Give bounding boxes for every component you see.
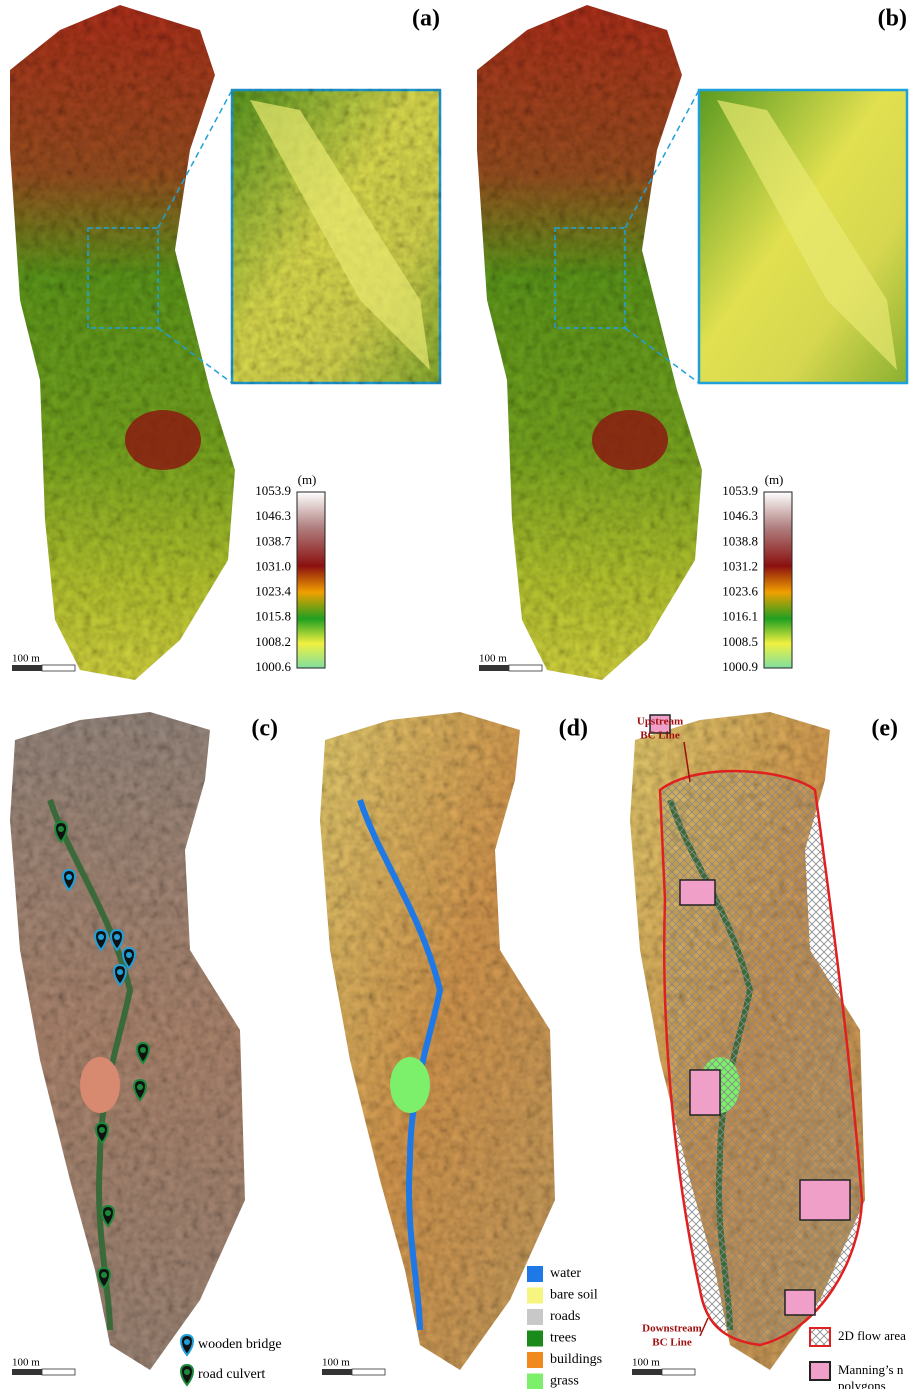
- colorbar-unit: (m): [298, 472, 317, 487]
- colorbar-tick-label: 1008.2: [255, 634, 291, 649]
- legend-label: polygons: [838, 1378, 886, 1389]
- map-panel: [10, 712, 245, 1370]
- panel-label: (a): [412, 6, 440, 32]
- colorbar-tick-label: 1015.8: [255, 609, 291, 624]
- scale-bar: [352, 1369, 385, 1375]
- colorbar-tick-label: 1000.9: [722, 659, 758, 674]
- legend-label: 2D flow area: [838, 1328, 906, 1343]
- dem-hill: [125, 410, 201, 470]
- marker-pin-dot: [184, 1339, 190, 1345]
- colorbar-tick-label: 1046.3: [722, 508, 758, 523]
- marker-pin: [181, 1365, 193, 1385]
- legend-label: buildings: [550, 1352, 602, 1367]
- colorbar-tick-label: 1023.6: [722, 584, 758, 599]
- marker-pin-dot: [114, 934, 120, 940]
- scale-bar: [509, 665, 542, 671]
- marker-pin-dot: [99, 1127, 105, 1133]
- colorbar-tick-label: 1031.0: [255, 558, 291, 573]
- manning-polygon: [800, 1180, 850, 1220]
- marker-pin-dot: [101, 1272, 107, 1278]
- bc-line-label: BC Line: [640, 730, 680, 742]
- marker-pin-dot: [137, 1084, 143, 1090]
- manning-polygon: [680, 880, 715, 905]
- colorbar-tick-label: 1008.5: [722, 634, 758, 649]
- legend-swatch: [527, 1331, 543, 1347]
- map: [10, 712, 245, 1370]
- scale-bar: [479, 665, 509, 671]
- dem-panel: [477, 5, 907, 680]
- panel-label: (d): [559, 716, 588, 742]
- colorbar: [764, 492, 792, 668]
- dem-hill: [592, 410, 668, 470]
- map-panel: [320, 712, 555, 1370]
- legend-label: roads: [550, 1309, 580, 1324]
- legend-label: grass: [550, 1374, 579, 1389]
- legend-label: trees: [550, 1331, 576, 1346]
- stadium: [390, 1057, 430, 1113]
- dem-map: [10, 5, 235, 680]
- marker-pin-dot: [58, 826, 64, 832]
- colorbar-tick-label: 1053.9: [722, 483, 758, 498]
- legend-swatch: [810, 1328, 830, 1346]
- scale-bar: [42, 665, 75, 671]
- figure: (a) (m) 1053.9 1046.3 1038.7 1031.0 1023.4 1015…: [0, 0, 914, 1389]
- scale-bar-label: 100 m: [632, 1357, 660, 1369]
- map: [320, 712, 555, 1370]
- bc-line-label: Downstream: [642, 1323, 702, 1335]
- colorbar-tick-label: 1046.3: [255, 508, 291, 523]
- legend-swatch: [527, 1266, 543, 1282]
- colorbar: [297, 492, 325, 668]
- colorbar-tick-label: 1038.8: [722, 533, 758, 548]
- panel-label: (b): [878, 6, 907, 32]
- legend-swatch: [810, 1362, 830, 1380]
- colorbar-tick-label: 1016.1: [722, 609, 758, 624]
- legend-label: Manning’s n: [838, 1362, 904, 1377]
- legend-swatch: [527, 1374, 543, 1389]
- flow-area: [660, 771, 862, 1345]
- legend-swatch: [527, 1288, 543, 1304]
- colorbar-tick-label: 1023.4: [255, 584, 291, 599]
- legend-label: road culvert: [198, 1367, 265, 1382]
- scale-bar: [632, 1369, 662, 1375]
- panel-label: (c): [251, 716, 278, 742]
- scale-bar: [12, 1369, 42, 1375]
- marker-pin-dot: [184, 1369, 190, 1375]
- marker-pin-dot: [140, 1047, 146, 1053]
- manning-polygon: [785, 1290, 815, 1315]
- legend-swatch: [527, 1309, 543, 1325]
- legend-swatch: [527, 1352, 543, 1368]
- marker-pin-dot: [66, 874, 72, 880]
- stadium: [80, 1057, 120, 1113]
- colorbar-tick-label: 1000.6: [255, 659, 291, 674]
- scale-bar-label: 100 m: [12, 1357, 40, 1369]
- bc-line-label: BC Line: [652, 1337, 692, 1349]
- legend-label: bare soil: [550, 1288, 598, 1303]
- scale-bar-label: 100 m: [322, 1357, 350, 1369]
- colorbar-tick-label: 1053.9: [255, 483, 291, 498]
- scale-bar-label: 100 m: [12, 653, 40, 665]
- panel-label: (e): [871, 716, 898, 742]
- marker-pin: [181, 1335, 193, 1355]
- marker-pin-dot: [126, 952, 132, 958]
- colorbar-tick-label: 1031.2: [722, 558, 758, 573]
- marker-pin-dot: [98, 934, 104, 940]
- dem-map: [477, 5, 702, 680]
- legend-label: water: [550, 1266, 581, 1281]
- colorbar-unit: (m): [765, 472, 784, 487]
- colorbar-tick-label: 1038.7: [255, 533, 291, 548]
- manning-polygon: [690, 1070, 720, 1115]
- scale-bar-label: 100 m: [479, 653, 507, 665]
- scale-bar: [322, 1369, 352, 1375]
- scale-bar: [12, 665, 42, 671]
- scale-bar: [42, 1369, 75, 1375]
- marker-pin-dot: [117, 969, 123, 975]
- bc-line-label: Upstream: [637, 716, 683, 728]
- dem-panel: [10, 5, 440, 680]
- legend-label: wooden bridge: [198, 1337, 282, 1352]
- scale-bar: [662, 1369, 695, 1375]
- marker-pin-dot: [105, 1210, 111, 1216]
